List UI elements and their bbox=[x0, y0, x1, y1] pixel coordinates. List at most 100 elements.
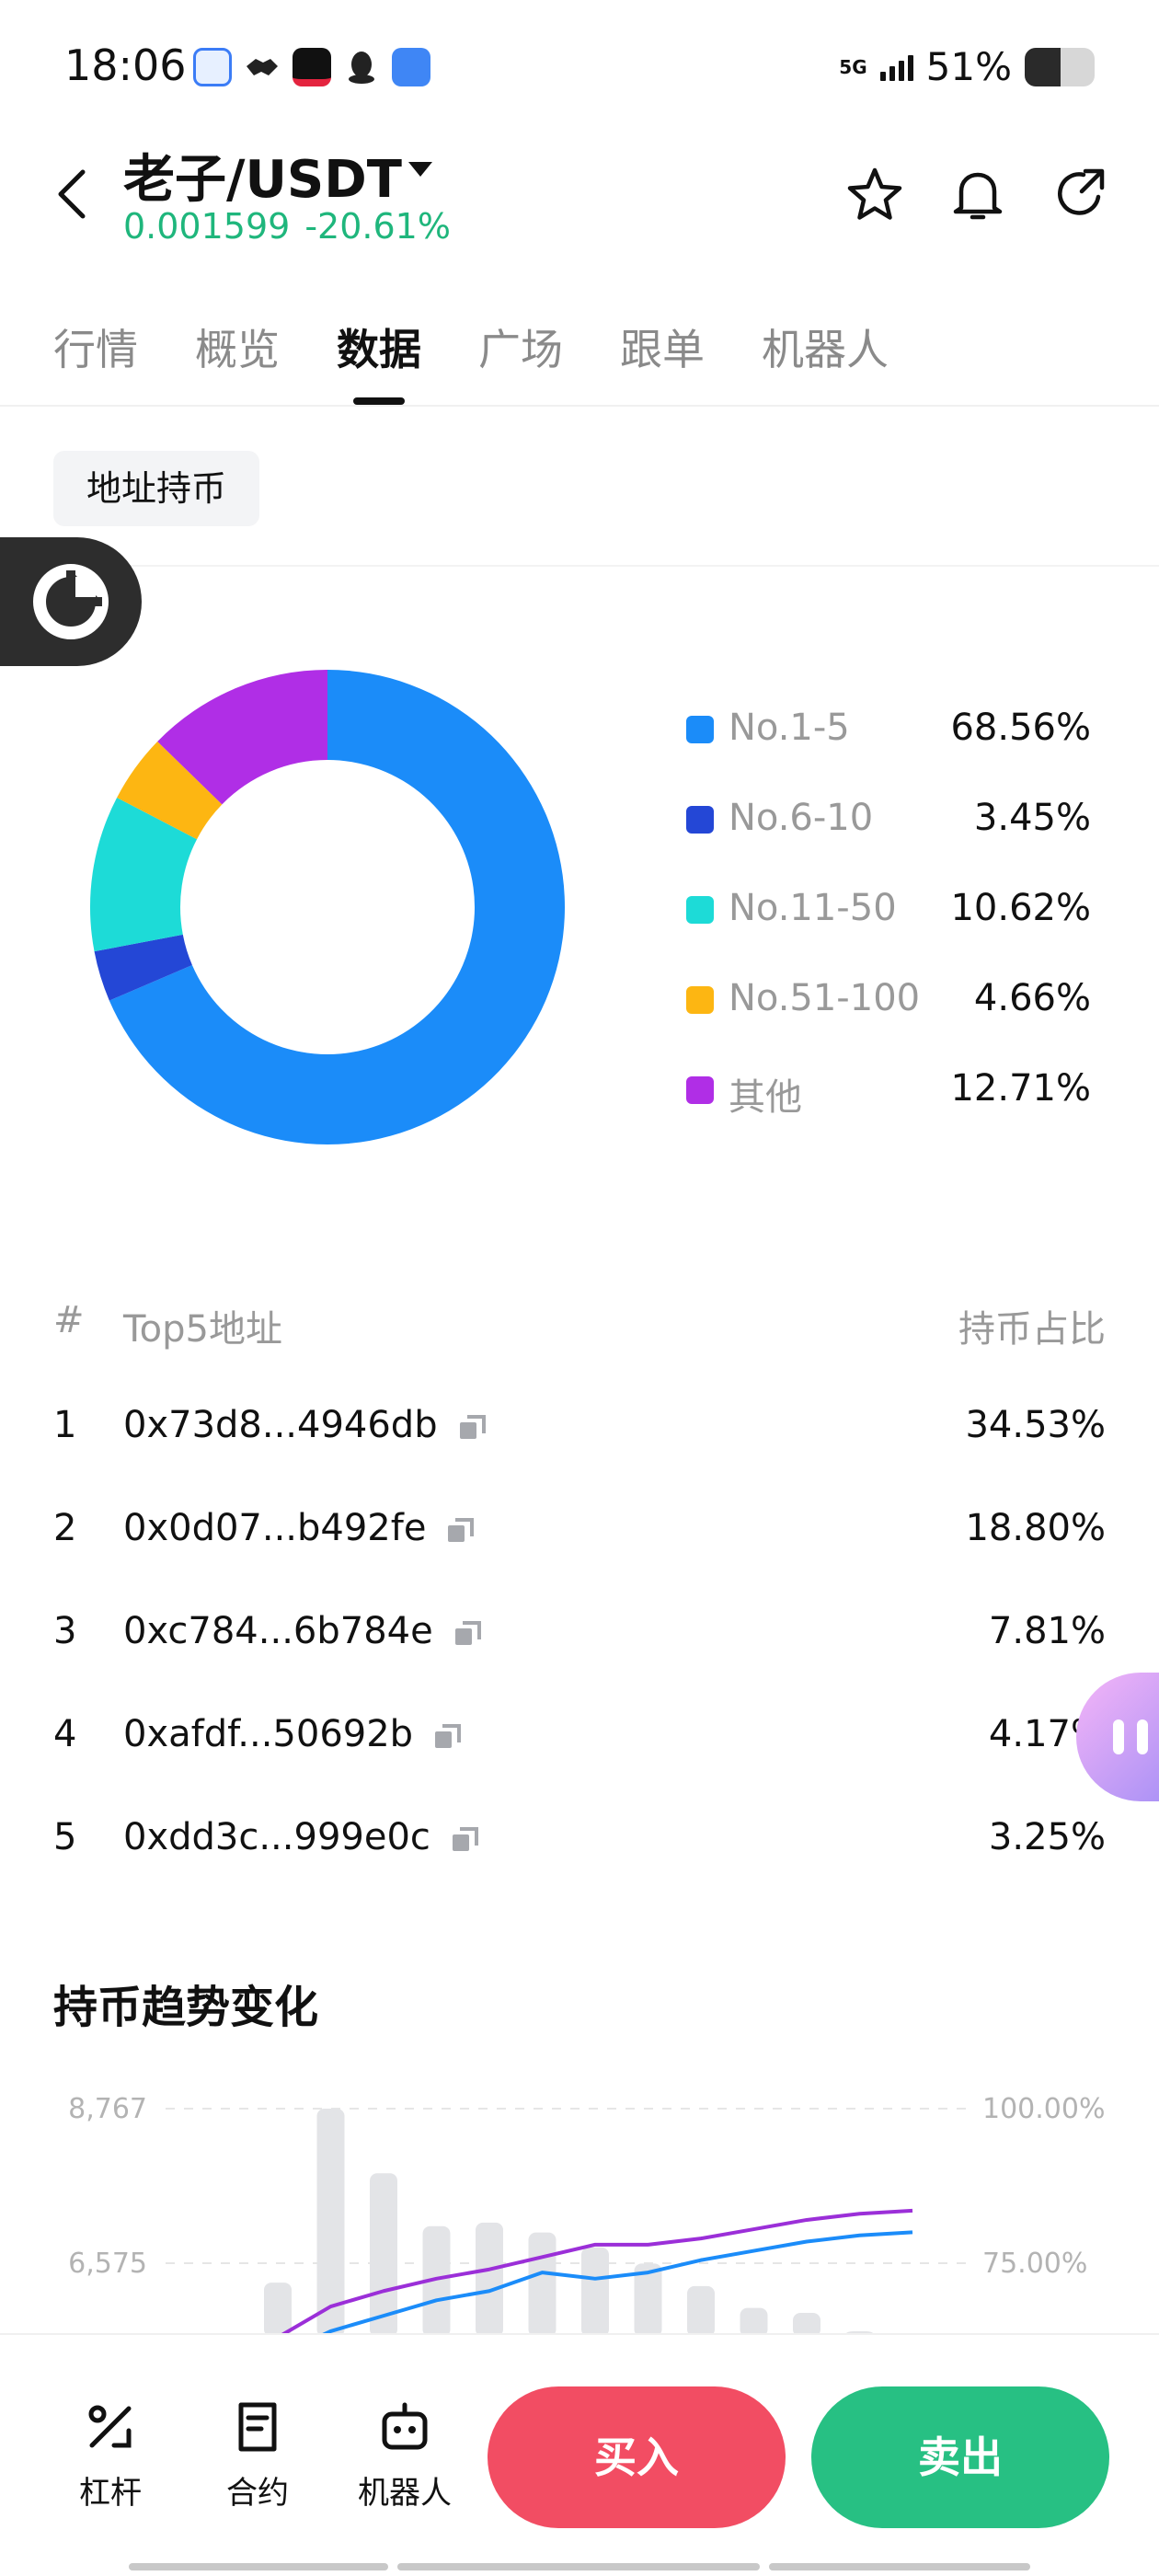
network-type: 5G bbox=[839, 55, 867, 78]
left-axis-tick: 6,575 bbox=[68, 2248, 147, 2280]
star-icon bbox=[847, 167, 902, 220]
table-row: 3 0xc784...6b784e 7.81% bbox=[0, 1610, 1159, 1674]
donut-slice bbox=[109, 670, 565, 1144]
leverage-button[interactable]: 杠杆 bbox=[55, 2399, 166, 2513]
legend-item: 其他 12.71% bbox=[686, 1060, 1091, 1150]
legend-item: No.1-5 68.56% bbox=[686, 699, 1091, 789]
donut-slice bbox=[90, 797, 198, 952]
trend-title: 持币趋势变化 bbox=[53, 1982, 319, 2033]
price-change: -20.61% bbox=[304, 206, 451, 247]
alert-button[interactable] bbox=[947, 164, 1008, 224]
table-row: 2 0x0d07...b492fe 18.80% bbox=[0, 1507, 1159, 1571]
tab-copy-trading[interactable]: 跟单 bbox=[620, 325, 705, 374]
back-button[interactable] bbox=[44, 162, 99, 226]
legend-item: No.11-50 10.62% bbox=[686, 880, 1091, 970]
status-right: 5G 51% bbox=[839, 44, 1095, 89]
address-text: 0x73d8...4946db bbox=[123, 1404, 438, 1446]
trend-line bbox=[314, 2230, 913, 2337]
tab-overview[interactable]: 概览 bbox=[195, 325, 280, 374]
legend-swatch bbox=[686, 896, 714, 924]
legend-swatch bbox=[686, 716, 714, 743]
legend-value: 10.62% bbox=[950, 887, 1091, 929]
assistant-eye bbox=[1113, 1719, 1124, 1754]
row-share: 34.53% bbox=[965, 1404, 1106, 1446]
signal-icon bbox=[879, 53, 913, 81]
row-index: 2 bbox=[53, 1507, 77, 1549]
leverage-label: 杠杆 bbox=[79, 2475, 142, 2512]
address-holding-chip[interactable]: 地址持币 bbox=[53, 451, 260, 526]
row-address: 0xafdf...50692b bbox=[123, 1713, 463, 1755]
tab-data[interactable]: 数据 bbox=[337, 325, 421, 374]
copy-icon[interactable] bbox=[452, 1619, 483, 1650]
table-row: 1 0x73d8...4946db 34.53% bbox=[0, 1404, 1159, 1468]
status-time: 18:06 bbox=[64, 40, 187, 90]
legend-swatch bbox=[686, 986, 714, 1014]
trend-bar bbox=[581, 2247, 609, 2337]
last-price: 0.001599 bbox=[123, 206, 291, 247]
assistant-eye bbox=[1137, 1719, 1148, 1754]
trend-bar bbox=[687, 2285, 715, 2337]
legend-label: 其他 bbox=[729, 1076, 802, 1119]
status-bar: 18:06 5G 51% bbox=[0, 0, 1159, 138]
robot-button[interactable]: 机器人 bbox=[350, 2399, 460, 2513]
tab-market[interactable]: 行情 bbox=[53, 325, 138, 374]
contract-button[interactable]: 合约 bbox=[202, 2399, 313, 2513]
robot-label: 机器人 bbox=[358, 2475, 452, 2512]
handshake-app-icon bbox=[243, 48, 281, 86]
holding-distribution-donut bbox=[90, 670, 565, 1144]
row-address: 0xdd3c...999e0c bbox=[123, 1816, 480, 1858]
copy-icon[interactable] bbox=[456, 1413, 488, 1444]
row-address: 0x0d07...b492fe bbox=[123, 1507, 476, 1549]
divider bbox=[0, 565, 1159, 567]
column-index-header: # bbox=[53, 1299, 85, 1341]
column-share-header: 持币占比 bbox=[958, 1308, 1106, 1351]
trend-bar bbox=[370, 2173, 397, 2337]
share-icon bbox=[1058, 168, 1105, 215]
legend-item: No.6-10 3.45% bbox=[686, 789, 1091, 880]
qq-app-icon bbox=[342, 48, 381, 86]
chevron-left-icon bbox=[58, 169, 86, 219]
trend-bar bbox=[264, 2283, 292, 2337]
contract-label: 合约 bbox=[226, 2475, 289, 2512]
tab-robot[interactable]: 机器人 bbox=[762, 325, 889, 374]
status-app-icons bbox=[193, 48, 430, 86]
pair-title[interactable]: 老子/USDT bbox=[123, 150, 402, 210]
trend-bar bbox=[316, 2109, 345, 2337]
trend-bar bbox=[740, 2307, 768, 2337]
copy-icon[interactable] bbox=[444, 1516, 476, 1547]
copy-icon[interactable] bbox=[431, 1722, 463, 1754]
share-button[interactable] bbox=[1050, 164, 1111, 224]
row-address: 0x73d8...4946db bbox=[123, 1404, 488, 1446]
row-share: 7.81% bbox=[988, 1610, 1106, 1652]
assistant-float-button[interactable] bbox=[1076, 1673, 1159, 1801]
battery-icon bbox=[1025, 47, 1095, 86]
left-axis-tick: 8,767 bbox=[68, 2093, 147, 2125]
row-index: 3 bbox=[53, 1610, 77, 1652]
tab-square[interactable]: 广场 bbox=[478, 325, 563, 374]
legend-swatch bbox=[686, 1076, 714, 1104]
table-row: 5 0xdd3c...999e0c 3.25% bbox=[0, 1816, 1159, 1880]
sell-button[interactable]: 卖出 bbox=[811, 2386, 1109, 2528]
bell-icon bbox=[953, 172, 1003, 220]
legend-swatch bbox=[686, 806, 714, 834]
donut-legend: No.1-5 68.56% No.6-10 3.45% No.11-50 10.… bbox=[686, 699, 1091, 1150]
donut-slice bbox=[94, 934, 192, 1001]
favorite-button[interactable] bbox=[844, 164, 905, 224]
buy-button[interactable]: 买入 bbox=[488, 2386, 786, 2528]
copy-icon[interactable] bbox=[449, 1825, 480, 1857]
address-text: 0xdd3c...999e0c bbox=[123, 1816, 430, 1858]
top5-table-header: # Top5地址 持币占比 bbox=[0, 1299, 1159, 1354]
floating-widget[interactable] bbox=[0, 537, 142, 666]
caret-down-icon[interactable] bbox=[407, 160, 434, 178]
trend-bar bbox=[793, 2313, 820, 2337]
table-row: 4 0xafdf...50692b 4.17% bbox=[0, 1713, 1159, 1777]
tab-bar: 行情 概览 数据 广场 跟单 机器人 bbox=[0, 304, 1159, 407]
contract-icon bbox=[238, 2402, 277, 2452]
right-axis-tick: 75.00% bbox=[982, 2248, 1087, 2280]
robot-icon bbox=[382, 2402, 428, 2450]
bottom-action-bar: 杠杆 合约 机器人 买入 卖出 bbox=[0, 2333, 1159, 2576]
address-text: 0xc784...6b784e bbox=[123, 1610, 433, 1652]
pair-header: 老子/USDT 0.001599 -20.61% bbox=[0, 138, 1159, 258]
notes-app-icon bbox=[392, 48, 430, 86]
legend-label: No.1-5 bbox=[729, 707, 850, 749]
